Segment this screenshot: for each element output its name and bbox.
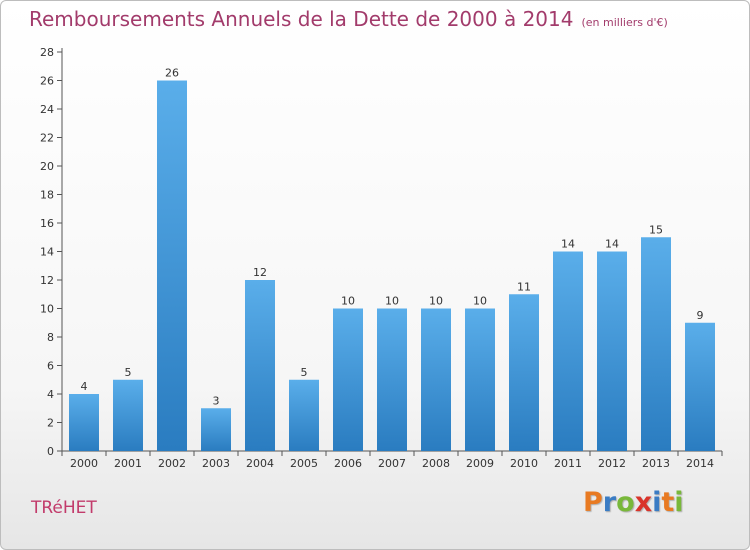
bar-value-label: 5 (125, 366, 132, 379)
y-tick-label: 14 (40, 246, 54, 259)
bar (201, 408, 231, 451)
bar-value-label: 14 (561, 238, 575, 251)
bar (69, 394, 99, 451)
logo-letter: i (674, 487, 684, 518)
proxiti-logo: Proxiti (583, 487, 684, 518)
bar (113, 379, 143, 451)
bar (421, 308, 451, 451)
y-tick-label: 2 (47, 417, 54, 430)
bars: 4 5 26 3 12 5 10 10 10 10 11 14 14 15 9 (69, 67, 715, 451)
y-tick-label: 28 (40, 46, 54, 59)
bar (641, 237, 671, 451)
bar-value-label: 9 (697, 309, 704, 322)
x-tick-label: 2005 (290, 457, 318, 470)
logo-letter: i (652, 487, 662, 518)
x-tick-label: 2010 (510, 457, 538, 470)
bar (245, 280, 275, 451)
x-tick-label: 2009 (466, 457, 494, 470)
chart-title-text: Remboursements Annuels de la Dette de 20… (29, 7, 574, 31)
x-tick-label: 2011 (554, 457, 582, 470)
x-tick-label: 2003 (202, 457, 230, 470)
commune-name: TRéHET (31, 498, 97, 518)
y-tick-label: 16 (40, 217, 54, 230)
y-tick-label: 18 (40, 189, 54, 202)
x-tick-label: 2002 (158, 457, 186, 470)
x-tick-label: 2004 (246, 457, 274, 470)
bar-value-label: 14 (605, 238, 619, 251)
y-tick-label: 4 (47, 388, 54, 401)
bar-value-label: 5 (301, 366, 308, 379)
bar (333, 308, 363, 451)
logo-letter: r (602, 487, 617, 518)
bar (553, 251, 583, 451)
bar-value-label: 10 (429, 295, 443, 308)
bar (157, 80, 187, 451)
bar (377, 308, 407, 451)
bar-value-label: 4 (81, 380, 88, 393)
bar-value-label: 10 (473, 295, 487, 308)
bar-value-label: 10 (385, 295, 399, 308)
bar-value-label: 12 (253, 266, 267, 279)
x-tick-label: 2007 (378, 457, 406, 470)
bar (509, 294, 539, 451)
chart-title: Remboursements Annuels de la Dette de 20… (29, 7, 668, 31)
chart-subtitle: (en milliers d'€) (581, 16, 668, 29)
bar-value-label: 3 (213, 394, 220, 407)
x-tick-label: 2014 (686, 457, 714, 470)
bar (465, 308, 495, 451)
y-tick-label: 10 (40, 303, 54, 316)
y-tick-label: 22 (40, 132, 54, 145)
x-axis: 2000 2001 2002 2003 2004 2005 2006 2007 2008 2009… (61, 450, 723, 470)
y-tick-label: 0 (47, 445, 54, 458)
bar-value-label: 26 (165, 67, 179, 80)
bar (289, 379, 319, 451)
x-tick-label: 2006 (334, 457, 362, 470)
y-tick-label: 26 (40, 75, 54, 88)
bar-value-label: 15 (649, 223, 663, 236)
y-tick-label: 20 (40, 160, 54, 173)
logo-letter: o (616, 487, 635, 518)
logo-letter: P (583, 487, 603, 518)
bar (685, 322, 715, 451)
x-tick-label: 2013 (642, 457, 670, 470)
x-tick-label: 2001 (114, 457, 142, 470)
bar (597, 251, 627, 451)
y-tick-label: 6 (47, 360, 54, 373)
x-tick-label: 2000 (70, 457, 98, 470)
logo-letter: t (661, 487, 675, 518)
y-tick-label: 24 (40, 103, 54, 116)
y-tick-label: 12 (40, 274, 54, 287)
bar-value-label: 11 (517, 280, 531, 293)
logo-letter: x (634, 487, 653, 518)
x-tick-label: 2008 (422, 457, 450, 470)
x-tick-label: 2012 (598, 457, 626, 470)
y-tick-label: 8 (47, 331, 54, 344)
bar-value-label: 10 (341, 295, 355, 308)
